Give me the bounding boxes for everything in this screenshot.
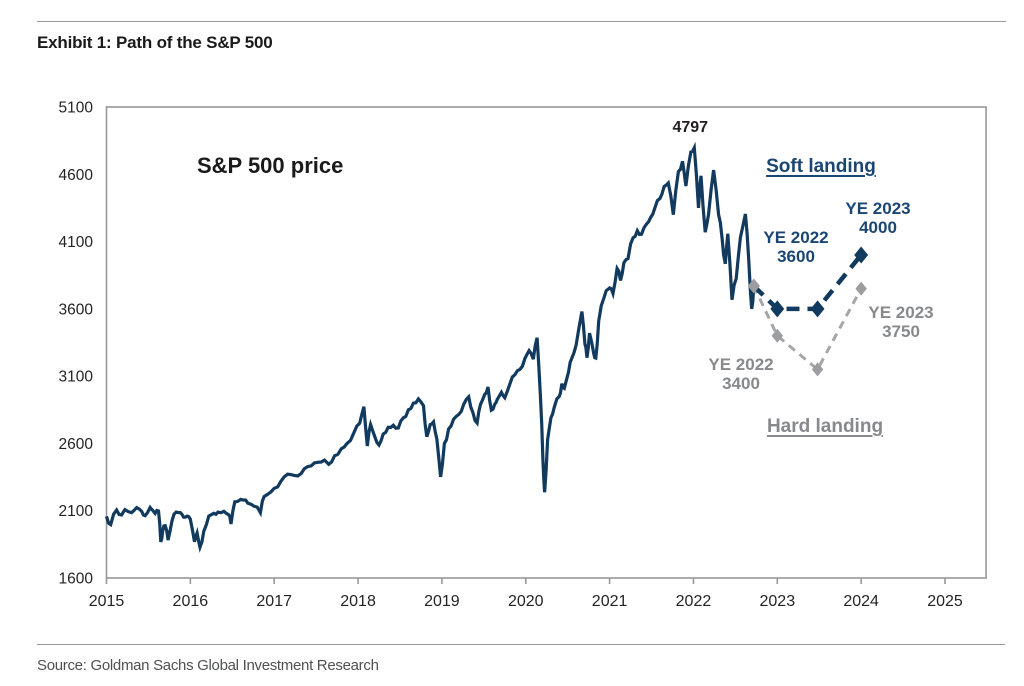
x-tick-label: 2019 [424, 593, 460, 610]
ye2022-soft-line2: 3600 [777, 247, 815, 266]
ye2023-soft-target-label: YE 2023 4000 [845, 199, 910, 237]
hard-landing-marker [811, 362, 824, 377]
x-tick-label: 2024 [843, 593, 879, 610]
soft-landing-line [752, 253, 863, 312]
x-tick-label: 2018 [340, 593, 376, 610]
hard-landing-marker [771, 328, 784, 343]
top-divider [37, 21, 1006, 22]
x-tick-label: 2021 [592, 593, 628, 610]
y-tick-label: 1600 [59, 571, 94, 588]
x-tick-label: 2020 [508, 593, 544, 610]
ye2022-hard-target-label: YE 2022 3400 [708, 355, 773, 393]
hard-landing-marker [855, 281, 867, 296]
soft-landing-label: Soft landing [766, 156, 876, 177]
soft-landing-marker [770, 300, 785, 318]
y-tick-label: 4100 [59, 234, 94, 251]
x-tick-label: 2015 [89, 593, 125, 610]
x-tick-label: 2017 [256, 593, 292, 610]
current-level-marker [747, 278, 760, 294]
y-tick-label: 4600 [59, 167, 94, 184]
hard-landing-label: Hard landing [766, 416, 884, 437]
ye2022-soft-line1: YE 2022 [763, 228, 829, 247]
soft-landing-marker [854, 246, 869, 264]
peak-value-label: 4797 [672, 118, 709, 136]
series-label: S&P 500 price [197, 153, 344, 178]
bottom-divider [37, 644, 1005, 645]
ye2022-hard-line1: YE 2022 [708, 355, 774, 374]
x-tick-label: 2023 [760, 593, 796, 610]
ye2022-soft-target-label: YE 2022 3600 [763, 228, 828, 266]
ye2023-hard-line2: 3750 [882, 322, 920, 341]
source-note: Source: Goldman Sachs Global Investment … [37, 657, 379, 674]
ye2022-hard-line2: 3400 [722, 374, 760, 393]
exhibit-title: Exhibit 1: Path of the S&P 500 [37, 33, 273, 52]
ye2023-hard-target-label: YE 2023 3750 [868, 303, 933, 341]
x-tick-label: 2016 [173, 593, 209, 610]
plot-frame [105, 106, 987, 579]
x-tick-label: 2022 [676, 593, 712, 610]
x-tick-label: 2025 [927, 593, 963, 610]
s&p-500-price-line [104, 141, 756, 553]
y-tick-label: 5100 [59, 100, 94, 117]
y-tick-label: 3100 [59, 369, 94, 386]
y-tick-label: 2100 [59, 503, 94, 520]
ye2023-soft-line2: 4000 [859, 218, 897, 237]
ye2023-soft-line1: YE 2023 [845, 199, 911, 218]
y-tick-label: 3600 [59, 301, 94, 318]
y-tick-label: 2600 [59, 436, 94, 453]
soft-landing-marker [810, 300, 825, 318]
ye2023-hard-line1: YE 2023 [868, 303, 934, 322]
